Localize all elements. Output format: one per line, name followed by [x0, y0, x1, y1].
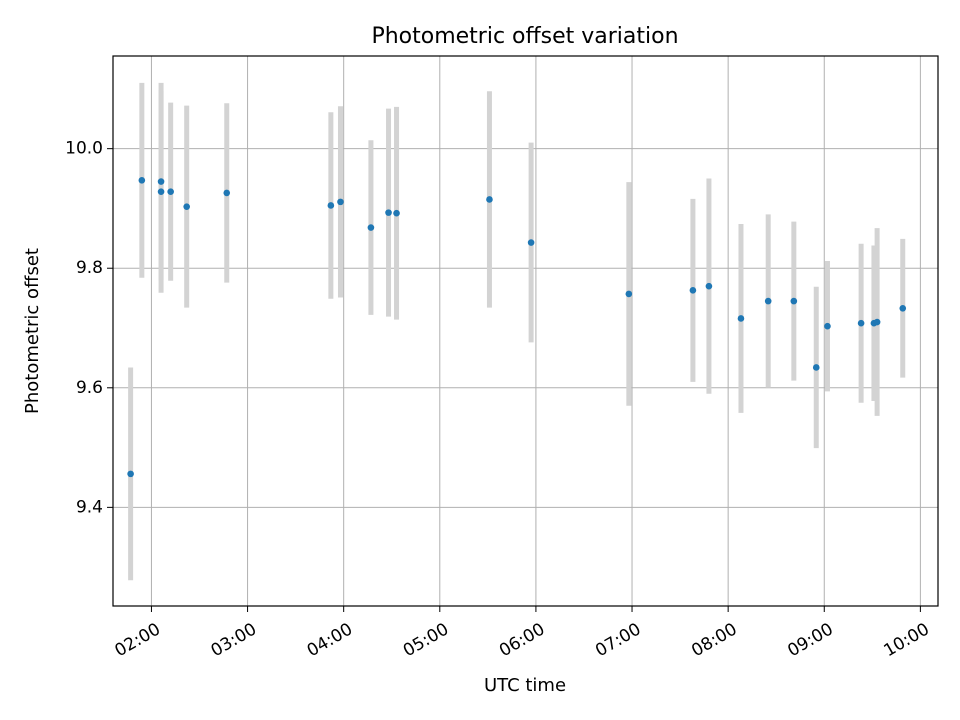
- y-tick-label: 10.0: [65, 139, 103, 159]
- data-point: [764, 297, 772, 305]
- data-point: [737, 315, 745, 322]
- data-point: [625, 290, 633, 298]
- data-point: [337, 198, 344, 206]
- data-point: [393, 209, 400, 217]
- data-point: [486, 196, 493, 203]
- data-point: [812, 364, 820, 371]
- data-point: [138, 177, 146, 184]
- data-point: [385, 209, 392, 216]
- chart-title: Photometric offset variation: [371, 24, 678, 49]
- y-axis-label: Photometric offset: [22, 248, 43, 414]
- data-point: [367, 224, 375, 231]
- data-point: [183, 203, 190, 210]
- data-point: [790, 297, 798, 305]
- data-point: [167, 188, 174, 196]
- data-point: [127, 470, 134, 478]
- y-tick-label: 9.8: [76, 258, 103, 278]
- data-point: [157, 178, 165, 185]
- data-point: [873, 318, 881, 326]
- data-point: [327, 202, 335, 209]
- grid: [113, 56, 938, 606]
- x-axis-label: UTC time: [484, 675, 566, 696]
- data-point: [899, 304, 907, 312]
- data-point: [527, 239, 535, 246]
- data-point: [705, 282, 713, 290]
- data-points: [127, 177, 907, 478]
- y-tick-label: 9.4: [76, 497, 103, 517]
- data-point: [824, 322, 831, 330]
- data-point: [689, 287, 697, 294]
- data-point: [223, 189, 231, 197]
- data-point: [857, 319, 865, 327]
- plot-frame: [112, 55, 939, 607]
- data-point: [157, 188, 165, 196]
- y-tick-label: 9.6: [76, 378, 103, 398]
